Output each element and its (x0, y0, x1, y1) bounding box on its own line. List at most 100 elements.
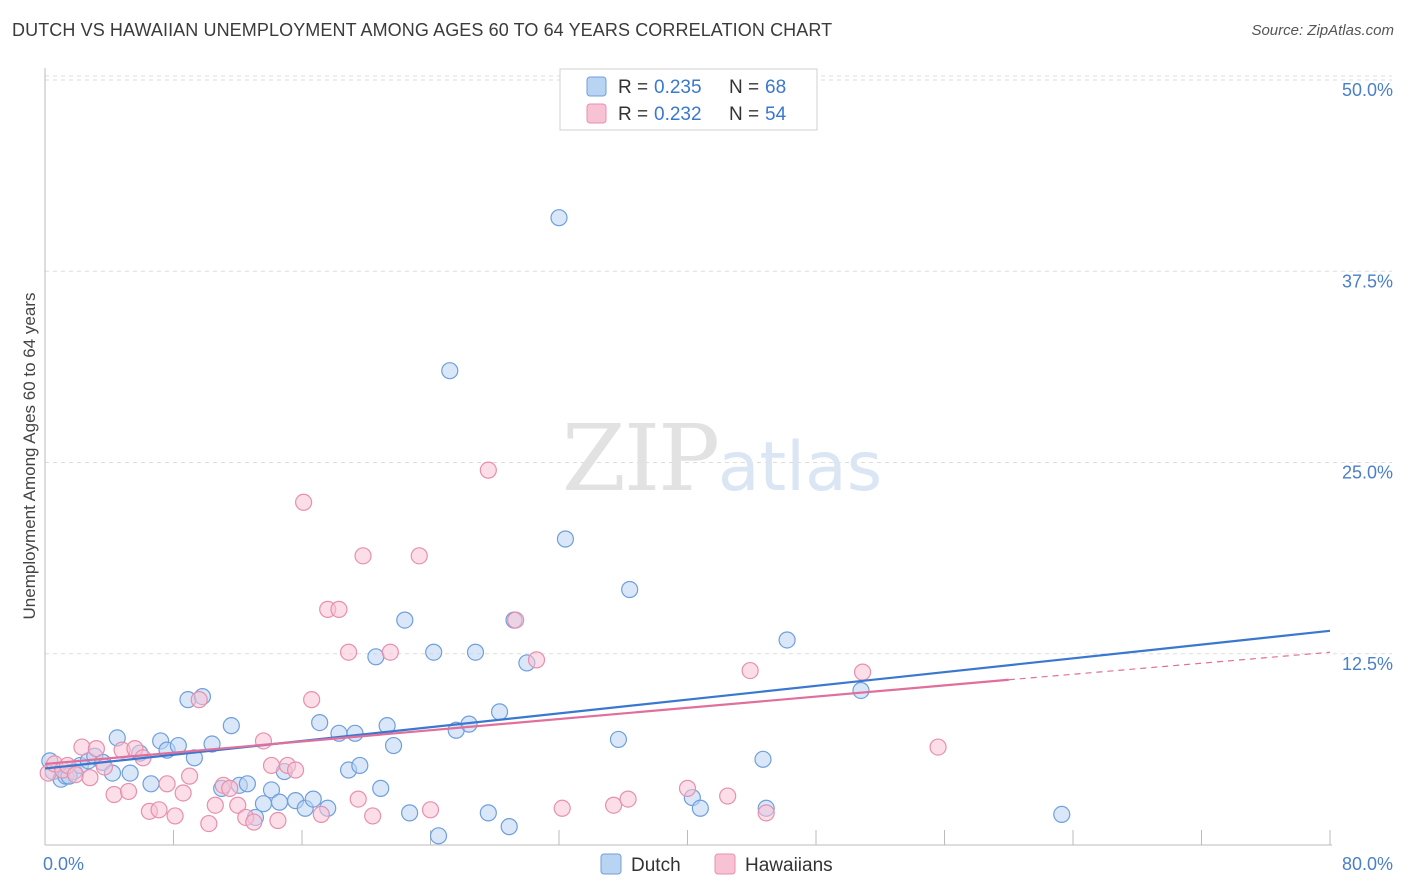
y-tick-label: 50.0% (1342, 80, 1393, 100)
legend-n-value-hawaiians: 54 (765, 104, 787, 125)
hawaiian-point (381, 643, 399, 661)
hawaiian-points (39, 461, 947, 833)
bottom-legend-swatch-dutch (600, 853, 622, 875)
hawaiian-point (245, 813, 263, 831)
dutch-point (500, 818, 518, 836)
legend-swatch-dutch (586, 76, 607, 97)
dutch-point (852, 681, 870, 700)
dutch-points (41, 209, 1071, 845)
dutch-point (556, 530, 575, 548)
grid-lines (45, 75, 1392, 655)
legend-n-value-dutch: 68 (765, 77, 786, 98)
dutch-point (121, 764, 139, 782)
dutch-point (550, 209, 568, 227)
dutch-point (425, 643, 443, 661)
hawaiian-point (286, 761, 305, 779)
x-tick-label-min: 0.0% (43, 854, 84, 874)
dutch-point (351, 756, 369, 775)
source-label: Source: ZipAtlas.com (1251, 22, 1394, 39)
dutch-point (384, 736, 403, 755)
legend-r-label-dutch: R = (618, 77, 648, 98)
watermark-atlas: atlas (718, 428, 882, 507)
hawaiian-point (553, 799, 571, 817)
bottom-legend-label-hawaiians: Hawaiians (745, 855, 833, 876)
legend-r-value-hawaiians: 0.232 (654, 104, 702, 125)
hawaiian-point (619, 790, 637, 808)
x-tick-label-max: 80.0% (1342, 854, 1393, 874)
hawaiian-point (158, 775, 176, 793)
hawaiian-point (150, 801, 168, 819)
hawaiian-point (174, 784, 192, 802)
dutch-point (466, 643, 485, 661)
hawaiian-point (410, 547, 428, 565)
hawaiian-point (303, 691, 321, 709)
y-tick-labels: 12.5% 25.0% 37.5% 50.0% (1342, 80, 1393, 674)
bottom-legend-swatch-hawaiians (714, 853, 736, 875)
hawaiian-point (312, 805, 330, 824)
dutch-point (396, 611, 414, 629)
hawaiian-point (200, 814, 218, 833)
hawaiian-point (262, 756, 281, 775)
hawaiian-point (87, 740, 106, 758)
dutch-point (262, 781, 281, 799)
dutch-point (441, 362, 459, 380)
dutch-point (691, 799, 709, 817)
hawaiian-point (421, 801, 440, 819)
hawaiian-point (81, 769, 99, 787)
hawaiian-point (349, 790, 367, 808)
dutch-point (367, 648, 385, 666)
chart-title: DUTCH VS HAWAIIAN UNEMPLOYMENT AMONG AGE… (12, 20, 833, 40)
dutch-point (222, 717, 240, 735)
hawaiian-point (206, 796, 224, 814)
hawaiian-trend-extension (1008, 651, 1331, 681)
watermark-zip: ZIP (562, 405, 718, 512)
hawaiian-point (364, 807, 382, 825)
series-legend: Dutch Hawaiians (600, 853, 833, 876)
correlation-legend: R = 0.235 N = 68 R = 0.232 N = 54 (559, 68, 818, 131)
dutch-point (490, 703, 509, 721)
dutch-point (778, 631, 796, 649)
legend-swatch-hawaiians (586, 103, 607, 124)
hawaiian-point (678, 779, 697, 797)
dutch-point (429, 827, 448, 845)
dutch-point (621, 580, 639, 599)
dutch-point (238, 775, 256, 793)
legend-r-label-hawaiians: R = (618, 104, 648, 125)
y-tick-label: 12.5% (1342, 654, 1393, 674)
dutch-point (479, 804, 497, 822)
dutch-point (372, 779, 390, 797)
dutch-point (609, 730, 628, 749)
hawaiian-point (221, 779, 239, 797)
dutch-point (304, 790, 322, 808)
hawaiian-trend-line (44, 678, 1009, 766)
hawaiian-point (190, 691, 208, 709)
hawaiian-point (354, 547, 372, 565)
y-axis-label: Unemployment Among Ages 60 to 64 years (20, 293, 39, 620)
dutch-point (1053, 805, 1071, 824)
hawaiian-point (339, 643, 358, 661)
hawaiian-point (507, 611, 525, 629)
hawaiian-point (269, 811, 287, 830)
bottom-legend-label-dutch: Dutch (631, 855, 681, 876)
legend-r-value-dutch: 0.235 (654, 77, 702, 98)
hawaiian-point (757, 804, 775, 822)
hawaiian-point (929, 738, 947, 756)
hawaiian-point (229, 796, 247, 814)
trend-lines (44, 629, 1331, 770)
hawaiian-point (119, 782, 138, 801)
hawaiian-point (66, 766, 85, 784)
hawaiian-point (73, 738, 91, 756)
dutch-point (142, 775, 160, 793)
dutch-point (401, 804, 419, 822)
dutch-point (346, 724, 364, 742)
dutch-point (270, 793, 289, 811)
hawaiian-point (330, 600, 348, 618)
hawaiian-point (741, 661, 759, 680)
y-tick-label: 25.0% (1342, 463, 1393, 483)
y-tick-label: 37.5% (1342, 271, 1393, 291)
hawaiian-point (166, 807, 184, 825)
x-axis-ticks (44, 830, 1331, 845)
dutch-point (311, 713, 329, 732)
legend-n-label-hawaiians: N = (729, 104, 759, 125)
